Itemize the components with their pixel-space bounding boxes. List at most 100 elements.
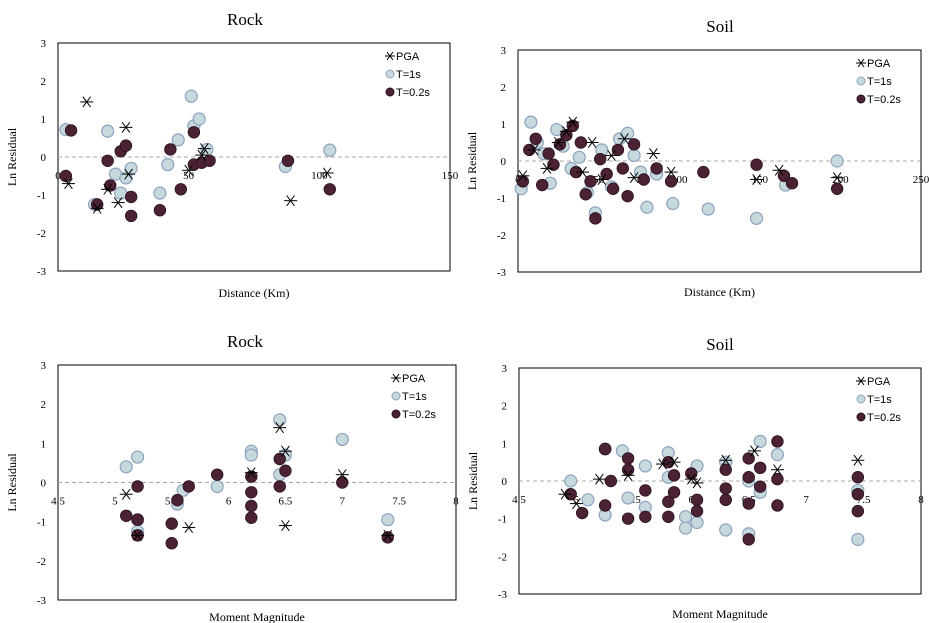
asterisk-stroke [572, 498, 581, 510]
asterisk-stroke [752, 174, 761, 185]
data-point [119, 139, 133, 152]
data-point [101, 183, 115, 195]
asterisk-stroke [322, 167, 332, 179]
data-point [719, 482, 732, 495]
data-point [119, 121, 133, 133]
asterisk-stroke [200, 143, 209, 155]
data-point [575, 506, 589, 520]
data-point [851, 487, 865, 501]
data-point [747, 445, 761, 457]
data-point [598, 442, 612, 456]
legend-marker [385, 69, 395, 79]
data-point [124, 209, 138, 223]
data-point [323, 143, 337, 157]
y-tick-label: 2 [41, 399, 47, 411]
data-point [131, 513, 144, 526]
legend-label: PGA [396, 51, 420, 63]
y-tick-label: 1 [502, 438, 508, 450]
chart-title: Rock [227, 10, 263, 29]
data-point [165, 517, 178, 530]
data-point [101, 124, 115, 138]
data-point [184, 89, 198, 103]
data-point [336, 476, 349, 489]
asterisk-stroke [629, 172, 639, 184]
chart-title: Soil [706, 335, 734, 354]
legend-marker [391, 391, 401, 401]
data-point [830, 154, 844, 168]
legend-marker [385, 87, 395, 97]
data-point [627, 172, 641, 184]
legend-marker [856, 76, 866, 86]
y-tick-label: -3 [37, 266, 47, 278]
legend-label: T=1s [396, 69, 421, 81]
data-point [830, 172, 844, 184]
y-tick-label: 3 [41, 38, 47, 50]
data-point [279, 464, 292, 477]
data-point [559, 125, 573, 137]
data-point [851, 532, 865, 546]
data-point [245, 511, 258, 524]
data-point [381, 531, 394, 544]
data-point [174, 183, 188, 196]
x-tick-label: 4.5 [51, 496, 65, 508]
data-point [131, 529, 145, 541]
asterisk-stroke [281, 520, 290, 532]
asterisk-stroke [597, 174, 607, 185]
data-point [719, 454, 733, 466]
data-point [771, 499, 784, 512]
data-point [690, 504, 704, 518]
data-point [161, 158, 175, 172]
data-point [627, 148, 641, 163]
y-tick-label: -1 [497, 193, 506, 205]
data-point [770, 464, 784, 476]
data-point [750, 158, 763, 171]
x-axis-label: Moment Magnitude [672, 607, 768, 621]
data-point [273, 422, 287, 434]
data-point [574, 136, 588, 149]
legend-label: T=1s [867, 76, 892, 88]
asterisk-stroke [247, 467, 256, 479]
legend-label: PGA [867, 376, 891, 388]
data-point [566, 116, 580, 128]
data-point [742, 497, 755, 510]
asterisk-stroke [337, 469, 347, 481]
data-point [667, 486, 681, 499]
data-point [210, 468, 224, 481]
x-tick-label: 0 [55, 170, 61, 182]
legend-marker [391, 373, 401, 383]
data-point [690, 493, 704, 507]
data-point [165, 537, 178, 550]
asterisk-stroke [281, 445, 290, 457]
data-point [697, 165, 710, 179]
asterisk-stroke [623, 469, 633, 481]
data-point [564, 474, 578, 488]
asterisk-stroke [568, 116, 578, 128]
data-point [851, 471, 865, 484]
x-tick-label: 50 [183, 170, 195, 182]
data-point [650, 162, 663, 175]
data-point [592, 473, 606, 485]
legend-marker [856, 412, 866, 422]
data-point [598, 499, 612, 512]
asterisk-stroke [669, 456, 679, 468]
legend-label: T=1s [402, 391, 427, 403]
asterisk-stroke [607, 149, 616, 161]
x-tick-label: 5 [112, 496, 118, 508]
data-point [101, 154, 114, 168]
y-tick-label: -2 [37, 228, 46, 240]
data-point [666, 196, 680, 211]
x-tick-label: 7.5 [392, 496, 406, 508]
data-point [690, 477, 704, 489]
data-point [273, 452, 286, 466]
data-point [182, 522, 196, 534]
data-point [678, 510, 693, 524]
x-tick-label: 6 [226, 496, 232, 508]
data-point [120, 509, 133, 522]
asterisk-stroke [595, 473, 604, 485]
data-point [770, 448, 785, 462]
data-point [529, 132, 542, 146]
asterisk-stroke [658, 458, 667, 470]
data-point [646, 148, 660, 160]
